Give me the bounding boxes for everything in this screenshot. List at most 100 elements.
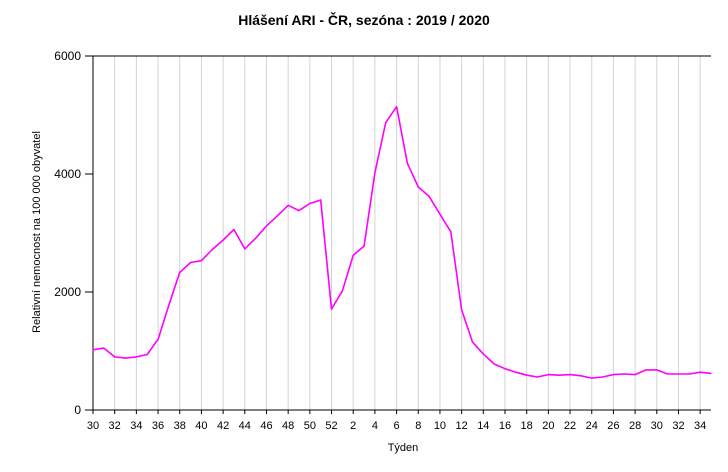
x-tick-label: 8 — [415, 420, 421, 432]
data-point — [189, 261, 192, 264]
data-point — [341, 290, 343, 292]
x-tick-label: 48 — [282, 420, 294, 432]
data-point — [645, 369, 647, 371]
data-point — [385, 122, 387, 124]
x-axis-ticks: 30 32 34 36 38 40 42 44 46 48 50 52 2 4 6 8 10 12 14 16 18 20… — [87, 410, 706, 432]
data-point — [623, 373, 625, 375]
x-tick-label: 36 — [152, 420, 164, 432]
x-tick-label: 52 — [325, 420, 337, 432]
data-point — [114, 356, 116, 358]
x-tick-label: 10 — [434, 420, 446, 432]
x-axis-label: Týden — [388, 442, 419, 454]
y-tick-label: 2000 — [54, 285, 81, 299]
data-point — [428, 195, 430, 198]
data-point — [417, 186, 419, 188]
series-group — [92, 105, 712, 379]
x-tick-label: 38 — [174, 420, 186, 432]
data-point — [320, 199, 322, 201]
y-axis-label: Relativní nemocnost na 100 000 obyvatel — [31, 131, 43, 333]
data-point — [591, 377, 593, 379]
x-tick-label: 32 — [109, 420, 121, 432]
data-point — [298, 209, 300, 212]
y-tick-label: 6000 — [54, 49, 81, 63]
data-point — [395, 106, 398, 108]
x-tick-label: 24 — [586, 420, 598, 432]
data-point — [287, 204, 289, 206]
data-point — [612, 374, 615, 376]
x-tick-label: 40 — [195, 420, 207, 432]
x-tick-label: 44 — [239, 420, 251, 432]
y-axis-ticks: 0 2000 4000 6000 — [54, 49, 93, 417]
grid-lines — [85, 55, 711, 410]
x-tick-label: 26 — [607, 420, 619, 432]
data-point — [688, 373, 690, 375]
x-tick-label: 34 — [694, 420, 706, 432]
data-point — [92, 349, 94, 351]
data-point — [461, 309, 463, 311]
data-point — [471, 341, 474, 343]
y-tick-label: 4000 — [54, 167, 81, 181]
data-point — [515, 371, 517, 373]
data-point — [493, 363, 495, 365]
data-point — [265, 225, 268, 227]
data-point — [547, 374, 549, 376]
data-point — [634, 374, 636, 376]
data-point — [157, 338, 159, 340]
data-point — [439, 213, 441, 215]
data-point — [601, 376, 604, 378]
x-tick-label: 6 — [394, 420, 400, 432]
data-point — [580, 375, 582, 377]
x-tick-label: 2 — [350, 420, 356, 432]
x-tick-label: 14 — [477, 420, 489, 432]
data-point — [450, 231, 452, 233]
data-point — [135, 356, 137, 358]
data-point — [309, 202, 311, 205]
x-tick-label: 20 — [542, 420, 554, 432]
data-point — [656, 369, 658, 371]
data-point — [255, 237, 257, 239]
data-point — [179, 271, 181, 274]
data-point — [124, 357, 127, 359]
data-point — [276, 215, 278, 217]
data-point — [363, 245, 365, 247]
data-point — [146, 353, 148, 356]
x-tick-label: 18 — [521, 420, 533, 432]
x-tick-label: 4 — [372, 420, 378, 432]
data-point — [710, 372, 712, 375]
data-point — [374, 172, 376, 174]
data-point — [222, 239, 224, 241]
data-point — [526, 374, 528, 376]
data-point — [569, 374, 571, 376]
data-point — [200, 260, 203, 262]
data-point — [211, 248, 213, 251]
x-tick-label: 12 — [456, 420, 468, 432]
data-point — [558, 374, 560, 376]
x-tick-label: 28 — [629, 420, 641, 432]
data-point — [244, 248, 246, 250]
data-point — [699, 371, 701, 373]
x-tick-label: 34 — [130, 420, 142, 432]
x-tick-label: 22 — [564, 420, 576, 432]
x-tick-label: 50 — [304, 420, 316, 432]
x-tick-label: 30 — [87, 420, 99, 432]
x-tick-label: 42 — [217, 420, 229, 432]
x-tick-label: 30 — [651, 420, 663, 432]
y-tick-label: 0 — [74, 403, 81, 417]
x-tick-label: 32 — [672, 420, 684, 432]
x-tick-label: 16 — [499, 420, 511, 432]
data-point — [103, 347, 105, 349]
data-point — [233, 228, 235, 231]
data-point — [168, 304, 170, 306]
chart-title: Hlášení ARI - ČR, sezóna : 2019 / 2020 — [238, 11, 490, 28]
data-point — [677, 373, 680, 375]
data-point — [330, 308, 333, 310]
x-tick-label: 46 — [260, 420, 272, 432]
data-point — [352, 254, 354, 257]
data-point — [406, 162, 409, 164]
data-point — [504, 368, 506, 370]
axes — [92, 56, 711, 411]
series-line — [92, 105, 712, 379]
data-point — [536, 376, 539, 378]
data-point — [482, 353, 484, 355]
